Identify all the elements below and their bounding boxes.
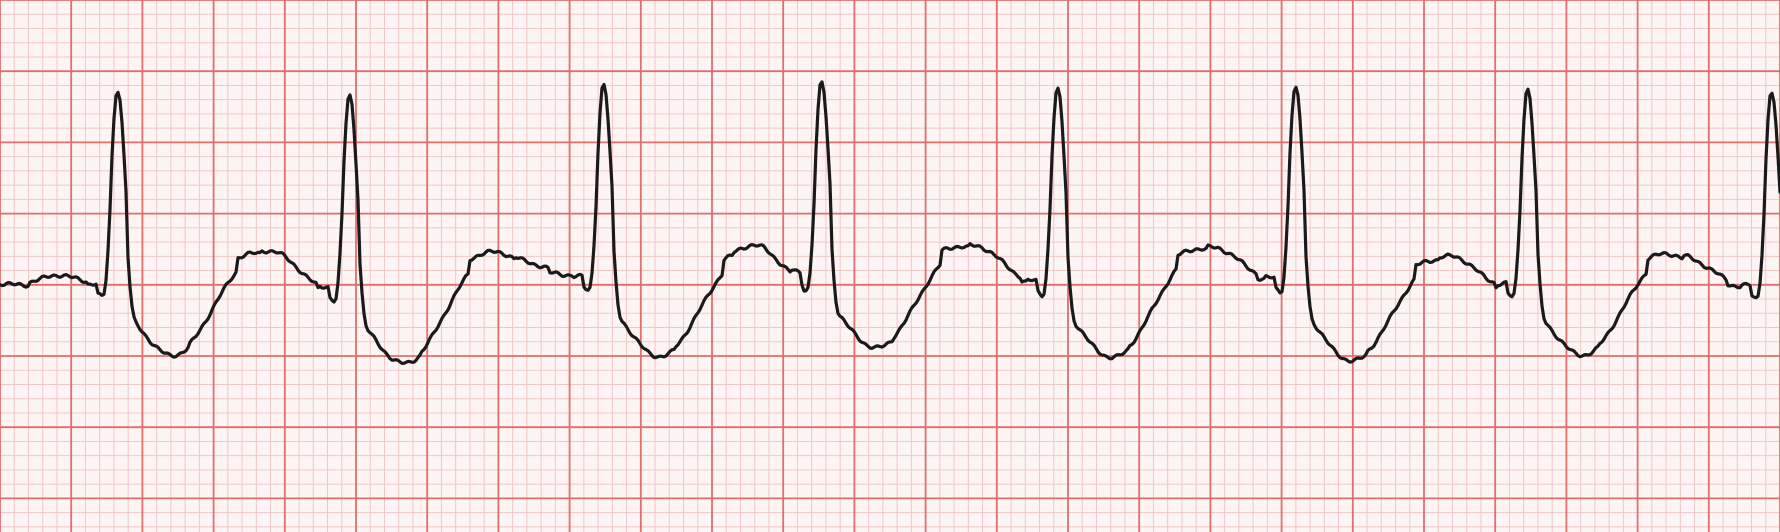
ecg-svg xyxy=(0,0,1780,532)
ecg-strip xyxy=(0,0,1780,532)
